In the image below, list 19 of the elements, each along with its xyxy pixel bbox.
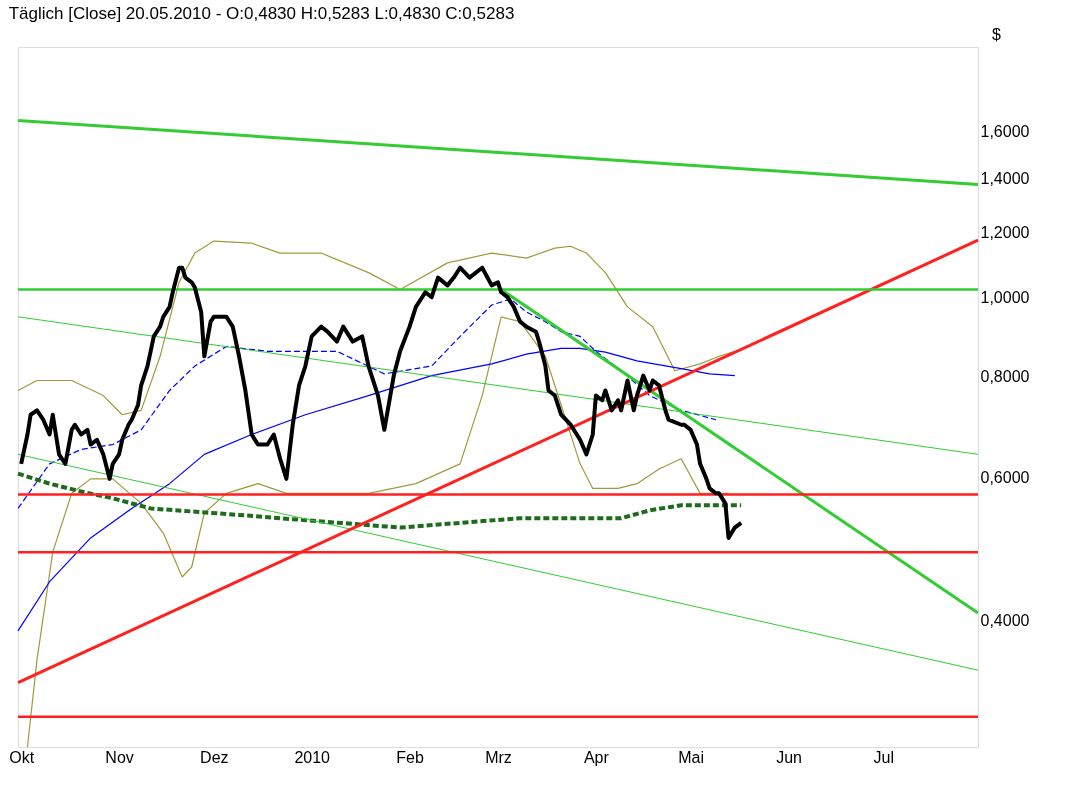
y-tick-label: 1,6000 <box>980 122 1030 140</box>
x-tick-label: Mrz <box>485 748 512 766</box>
x-tick-label: Dez <box>200 748 229 766</box>
y-tick-label: 0,8000 <box>980 367 1030 385</box>
x-tick-label: Nov <box>105 748 134 766</box>
x-tick-label: 2010 <box>294 748 331 766</box>
x-tick-label: Mai <box>678 748 705 766</box>
x-tick-label: Okt <box>9 748 35 766</box>
y-tick-label: 1,4000 <box>980 169 1030 187</box>
y-axis-title: $ <box>992 26 1001 43</box>
y-tick-label: 0,4000 <box>980 612 1030 630</box>
x-tick-label: Apr <box>583 748 610 766</box>
y-tick-label: 1,2000 <box>980 224 1030 242</box>
y-tick-label: 0,6000 <box>980 469 1030 487</box>
y-tick-label: 1,0000 <box>980 288 1030 306</box>
chart-title: Täglich [Close] 20.05.2010 - O:0,4830 H:0,5283 L:0,4830 C:0,5283 <box>8 4 515 23</box>
x-tick-label: Feb <box>396 748 424 766</box>
x-tick-label: Jul <box>873 748 894 766</box>
x-tick-label: Jun <box>776 748 802 766</box>
